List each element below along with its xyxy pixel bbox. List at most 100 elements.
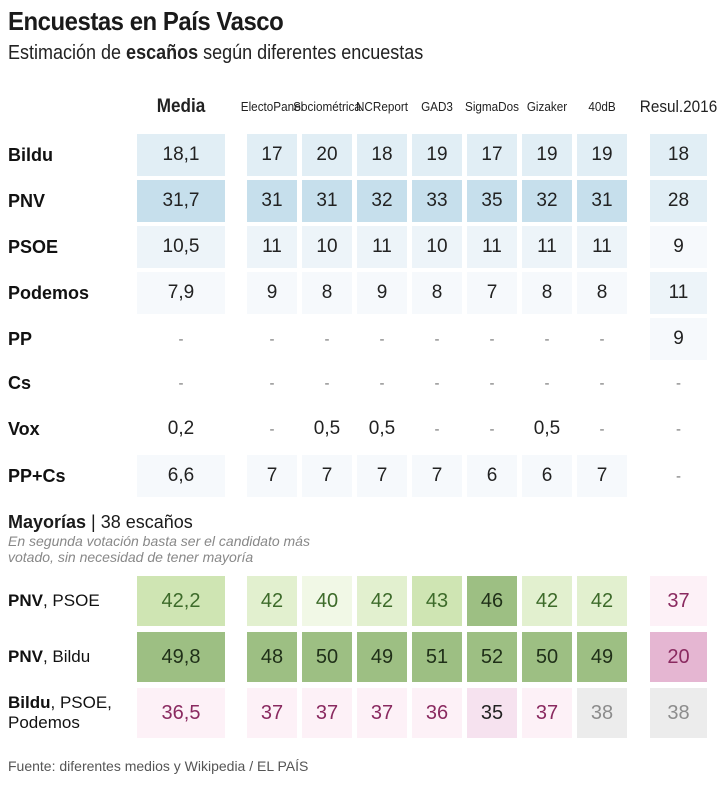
majority-poll-cell: 37: [247, 688, 297, 738]
result-cell: -: [676, 374, 681, 392]
page-title: Encuestas en País Vasco: [8, 6, 284, 36]
poll-cell: -: [489, 330, 495, 348]
poll-name-line2: Panel: [273, 99, 304, 114]
party-label: PNV: [8, 190, 46, 211]
majority-media-cell: 36,5: [137, 688, 225, 738]
majority-poll-cell: 40: [302, 576, 352, 626]
poll-cell: 33: [412, 180, 462, 222]
party-label: Podemos: [8, 282, 90, 303]
majority-result-cell: 37: [650, 576, 707, 626]
result-cell: -: [676, 420, 681, 438]
media-cell: 7,9: [137, 272, 225, 314]
majority-poll-cell: 42: [522, 576, 572, 626]
poll-name-line1: Sigma: [465, 99, 499, 114]
poll-cell: 11: [247, 226, 297, 268]
poll-cell: -: [489, 420, 495, 438]
poll-cell: 31: [577, 180, 627, 222]
poll-cell: 8: [522, 272, 572, 314]
majorities-note: En segunda votación basta ser el candida…: [8, 533, 310, 565]
majority-poll-cell: 52: [467, 632, 517, 682]
poll-cell: 10: [302, 226, 352, 268]
majority-poll-cell: 43: [412, 576, 462, 626]
result-header-line2: 2016: [683, 97, 718, 116]
party-label: PP+Cs: [8, 465, 66, 486]
poll-name-line2: ker: [550, 99, 568, 114]
subtitle-text: Estimación de: [8, 42, 127, 64]
poll-cell: 0,5: [533, 418, 561, 439]
poll-name-line1: Giza: [526, 99, 551, 114]
majority-label: PNV, PSOE: [8, 576, 138, 626]
poll-cell: 32: [357, 180, 407, 222]
column-header-poll: Electo Panel: [241, 86, 303, 128]
column-header-poll: Socio métrica: [293, 86, 361, 128]
poll-cell: -: [599, 374, 605, 392]
media-cell: -: [178, 330, 184, 348]
result-cell: 18: [650, 134, 707, 176]
majority-label-bold: Bildu: [8, 693, 51, 712]
majority-media-cell: 49,8: [137, 632, 225, 682]
poll-name-line1: GAD3: [421, 99, 453, 114]
majority-poll-cell: 50: [522, 632, 572, 682]
majority-poll-cell: 49: [357, 632, 407, 682]
column-header-poll: 40dB: [576, 86, 628, 128]
poll-cell: 8: [412, 272, 462, 314]
poll-cell: 20: [302, 134, 352, 176]
party-label: Vox: [8, 418, 40, 439]
column-header-poll: Sigma Dos: [465, 86, 519, 128]
majority-result-cell: 20: [650, 632, 707, 682]
source-note: Fuente: diferentes medios y Wikipedia / …: [8, 758, 309, 774]
majority-label: PNV, Bildu: [8, 632, 138, 682]
majority-label-rest: , PSOE: [42, 591, 100, 610]
poll-cell: -: [544, 374, 550, 392]
poll-cell: -: [379, 374, 385, 392]
majority-label-bold: PNV: [8, 647, 43, 666]
majority-poll-cell: 35: [467, 688, 517, 738]
media-cell: 0,2: [167, 418, 195, 439]
subtitle-bold: escaños: [126, 42, 199, 64]
majority-poll-cell: 37: [522, 688, 572, 738]
poll-cell: 9: [357, 272, 407, 314]
poll-cell: 6: [467, 455, 517, 497]
poll-name-line2: métrica: [322, 99, 361, 114]
poll-cell: 7: [577, 455, 627, 497]
poll-cell: 17: [247, 134, 297, 176]
party-label: Bildu: [8, 144, 53, 165]
majority-poll-cell: 50: [302, 632, 352, 682]
party-label: Cs: [8, 372, 32, 393]
poll-cell: 7: [467, 272, 517, 314]
poll-cell: 9: [247, 272, 297, 314]
media-cell: 18,1: [137, 134, 225, 176]
poll-cell: -: [324, 330, 330, 348]
party-label: PSOE: [8, 236, 59, 257]
poll-cell: 19: [577, 134, 627, 176]
poll-name-line1: Socio: [293, 99, 323, 114]
party-label: PP: [8, 328, 33, 349]
poll-cell: 19: [412, 134, 462, 176]
poll-cell: -: [544, 330, 550, 348]
majority-result-cell: 38: [650, 688, 707, 738]
majority-poll-cell: 42: [357, 576, 407, 626]
majority-poll-cell: 38: [577, 688, 627, 738]
majorities-title-bold: Mayorías: [8, 512, 87, 532]
majority-poll-cell: 46: [467, 576, 517, 626]
poll-cell: -: [599, 330, 605, 348]
poll-name-line2: Dos: [498, 99, 519, 114]
poll-cell: 11: [357, 226, 407, 268]
poll-cell: 7: [357, 455, 407, 497]
poll-cell: -: [379, 330, 385, 348]
column-header-poll: GAD3: [411, 86, 463, 128]
majority-poll-cell: 37: [357, 688, 407, 738]
poll-cell: 17: [467, 134, 517, 176]
poll-cell: 0,5: [368, 418, 396, 439]
poll-name-line1: 40dB: [588, 99, 616, 114]
poll-cell: 31: [247, 180, 297, 222]
poll-cell: 7: [302, 455, 352, 497]
media-cell: 31,7: [137, 180, 225, 222]
poll-name-line1: Electo: [240, 99, 274, 114]
poll-cell: 7: [247, 455, 297, 497]
result-header-line1: Resul.: [639, 97, 684, 116]
column-header-poll: Giza ker: [521, 86, 573, 128]
result-cell: -: [676, 467, 681, 485]
majority-poll-cell: 49: [577, 632, 627, 682]
column-header-result: Resul. 2016: [640, 86, 717, 128]
